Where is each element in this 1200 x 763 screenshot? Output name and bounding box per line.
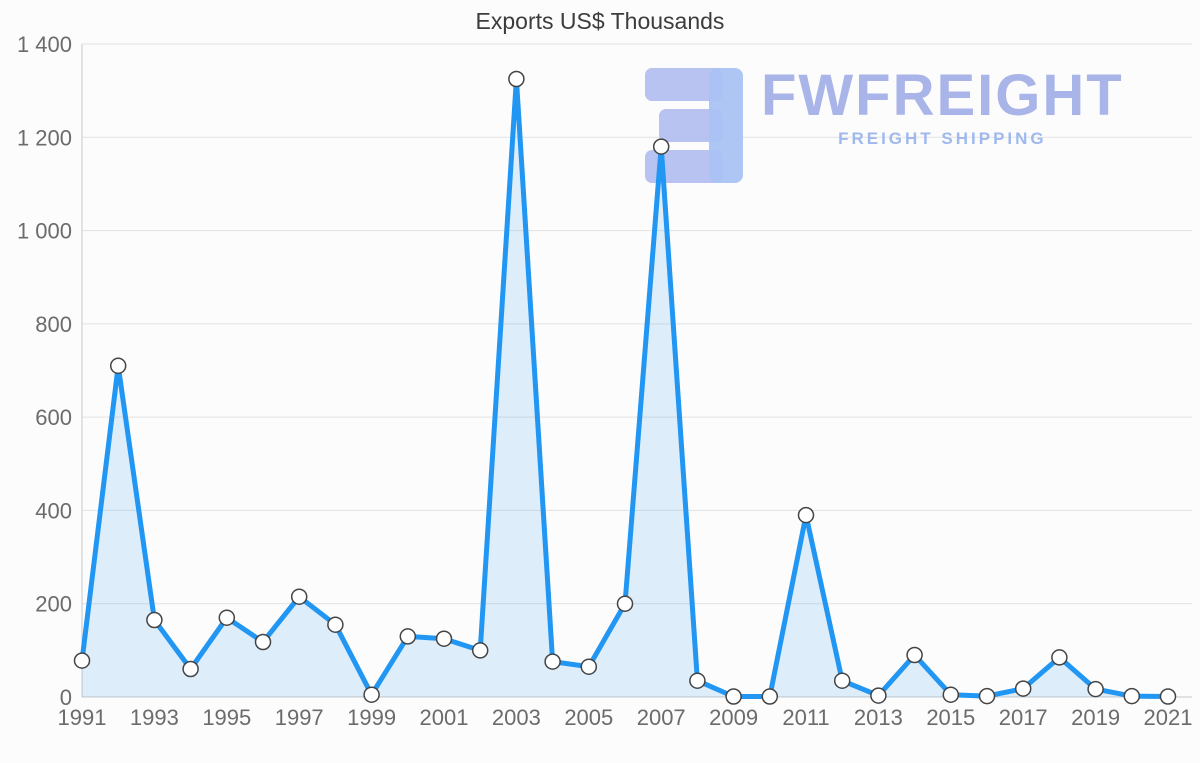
x-tick-label: 1997 [275, 705, 324, 730]
watermark-tagline: FREIGHT SHIPPING [838, 128, 1047, 148]
data-point-marker[interactable] [1123, 687, 1141, 705]
data-point-marker[interactable] [435, 630, 453, 647]
x-tick-label: 1999 [347, 705, 396, 730]
data-point-marker[interactable] [363, 686, 380, 703]
data-point-marker[interactable] [978, 687, 996, 705]
data-point-marker[interactable] [906, 646, 923, 664]
x-tick-label: 2009 [709, 705, 758, 730]
data-point-marker[interactable] [290, 588, 308, 605]
x-tick-label: 2019 [1071, 705, 1120, 730]
data-point-marker[interactable] [580, 658, 598, 675]
y-tick-label: 0 [60, 685, 72, 710]
data-point-marker[interactable] [544, 653, 561, 670]
x-tick-label: 1993 [130, 705, 179, 730]
x-tick-label: 2021 [1144, 705, 1193, 730]
x-tick-label: 1991 [58, 705, 107, 730]
data-point-marker[interactable] [73, 652, 91, 669]
data-point-marker[interactable] [1014, 680, 1032, 697]
data-point-marker[interactable] [761, 688, 779, 705]
chart-title: Exports US$ Thousands [475, 8, 725, 34]
y-tick-label: 1 200 [17, 125, 72, 150]
y-tick-label: 600 [35, 405, 72, 430]
y-tick-label: 1 400 [17, 32, 72, 57]
y-tick-label: 800 [35, 312, 72, 337]
data-point-marker[interactable] [725, 688, 742, 705]
y-tick-label: 400 [35, 498, 72, 523]
x-tick-label: 2001 [420, 705, 469, 730]
data-point-marker[interactable] [689, 672, 706, 689]
data-point-marker[interactable] [327, 616, 344, 633]
data-point-marker[interactable] [1159, 688, 1177, 705]
watermark-text: FWFREIGHT FREIGHT SHIPPING [761, 63, 1124, 149]
data-point-marker[interactable] [870, 687, 887, 704]
x-tick-label: 2005 [564, 705, 613, 730]
x-tick-label: 2015 [926, 705, 975, 730]
data-point-marker[interactable] [109, 357, 127, 375]
x-tick-label: 2003 [492, 705, 541, 730]
x-tick-label: 2007 [637, 705, 686, 730]
data-point-marker[interactable] [182, 660, 199, 678]
data-point-marker[interactable] [797, 506, 815, 524]
data-point-marker[interactable] [1051, 649, 1068, 666]
y-tick-label: 1 000 [17, 219, 72, 244]
data-point-marker[interactable] [616, 595, 634, 612]
x-tick-label: 2017 [999, 705, 1048, 730]
data-point-marker[interactable] [508, 70, 525, 88]
data-point-marker[interactable] [833, 672, 851, 689]
data-point-marker[interactable] [218, 609, 236, 626]
data-point-marker[interactable] [471, 642, 489, 659]
y-tick-label: 200 [35, 592, 72, 617]
data-point-marker[interactable] [146, 611, 163, 629]
data-point-marker[interactable] [1087, 680, 1104, 698]
data-point-marker[interactable] [399, 628, 417, 645]
x-tick-label: 2013 [854, 705, 903, 730]
data-point-marker[interactable] [942, 686, 960, 703]
watermark-brand: FWFREIGHT [761, 63, 1124, 128]
x-tick-label: 1995 [202, 705, 251, 730]
data-point-marker[interactable] [652, 138, 670, 155]
data-point-marker[interactable] [254, 633, 272, 651]
x-tick-label: 2011 [782, 705, 829, 730]
